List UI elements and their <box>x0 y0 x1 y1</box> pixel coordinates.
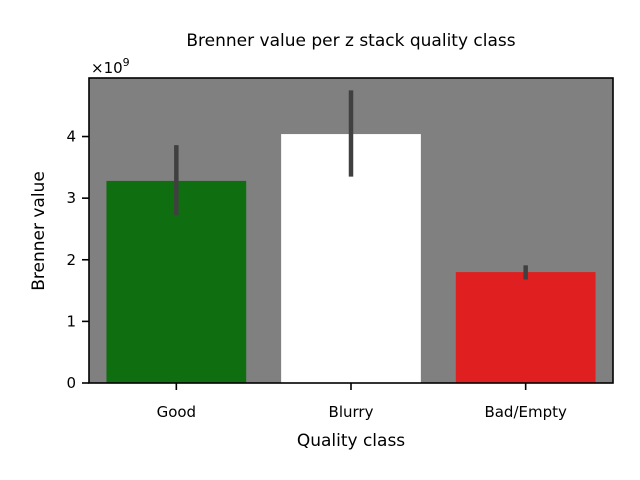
bar-2 <box>455 272 596 383</box>
y-tick-label: 2 <box>66 251 76 269</box>
y-tick-label: 0 <box>66 374 76 392</box>
y-tick-label: 4 <box>66 128 76 146</box>
y-axis-label: Brenner value <box>29 171 49 291</box>
y-tick-label: 1 <box>66 312 76 330</box>
y-axis-ticks: 0 1 2 3 4 <box>66 128 89 392</box>
chart-title: Brenner value per z stack quality class <box>186 31 515 51</box>
bars-group <box>106 134 596 383</box>
x-tick-label: Bad/Empty <box>484 403 567 421</box>
x-axis-ticks: Good Blurry Bad/Empty <box>157 383 567 421</box>
y-scale-multiplier: ×109 <box>91 56 130 77</box>
x-tick-label: Blurry <box>329 403 374 421</box>
x-axis-label: Quality class <box>297 431 405 451</box>
error-bars-group <box>174 90 528 280</box>
y-tick-label: 3 <box>66 189 76 207</box>
x-tick-label: Good <box>157 403 197 421</box>
